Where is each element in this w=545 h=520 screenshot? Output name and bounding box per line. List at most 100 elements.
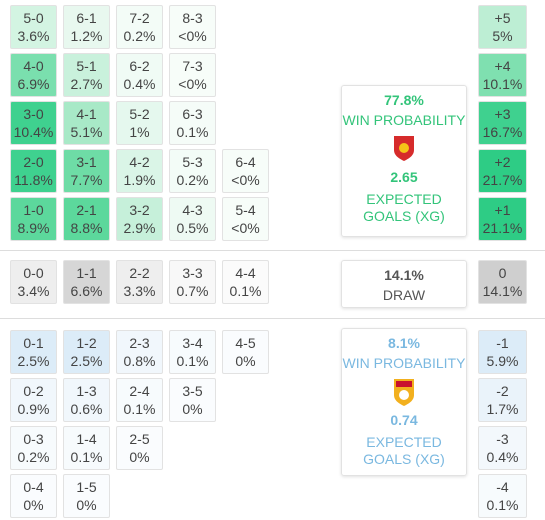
draw-label: DRAW — [382, 287, 426, 303]
score: 4-2 — [129, 154, 150, 170]
probability: 8.8% — [70, 220, 103, 236]
probability: <0% — [231, 220, 260, 236]
score: 3-2 — [129, 202, 150, 218]
score: 3-5 — [182, 383, 203, 399]
score: 2-3 — [129, 335, 150, 351]
score-cell: 2-2 3.3% — [116, 260, 163, 304]
probability: 0.2% — [17, 449, 50, 465]
score-cell: 5-3 0.2% — [169, 149, 216, 193]
score-cell: 5-4 <0% — [222, 197, 269, 241]
probability: 1.2% — [70, 28, 103, 44]
score: 5-2 — [129, 106, 150, 122]
probability: 0.1% — [176, 353, 209, 369]
margin-cell: 0 14.1% — [478, 260, 527, 304]
score: 2-2 — [129, 265, 150, 281]
probability: 3.4% — [17, 283, 50, 299]
score: 3-4 — [182, 335, 203, 351]
probability: 10.4% — [13, 124, 54, 140]
margin-cell: +2 21.7% — [478, 149, 527, 193]
probability: 3.3% — [123, 283, 156, 299]
probability: 0% — [182, 401, 203, 417]
score-cell: 3-5 0% — [169, 378, 216, 422]
probability: 0% — [76, 497, 97, 513]
probability: 1% — [129, 124, 150, 140]
probability: 0.1% — [486, 497, 519, 513]
probability: 0.2% — [123, 28, 156, 44]
probability: 5% — [492, 28, 513, 44]
score-cell: 6-3 0.1% — [169, 101, 216, 145]
probability: 0% — [235, 353, 256, 369]
xg: 0.74 — [390, 412, 418, 428]
score: 1-5 — [76, 479, 97, 495]
margin-cell: +4 10.1% — [478, 53, 527, 97]
score-cell: 1-4 0.1% — [63, 426, 110, 470]
score-cell: 1-1 6.6% — [63, 260, 110, 304]
win-label: WIN PROBABILITY — [342, 112, 466, 128]
score: 2-1 — [76, 202, 97, 218]
score: 2-5 — [129, 431, 150, 447]
score: 4-1 — [76, 106, 97, 122]
score: 6-3 — [182, 106, 203, 122]
score-cell: 4-4 0.1% — [222, 260, 269, 304]
probability: <0% — [231, 172, 260, 188]
score-cell: 3-2 2.9% — [116, 197, 163, 241]
score-cell: 4-1 5.1% — [63, 101, 110, 145]
score: 1-3 — [76, 383, 97, 399]
score: 8-3 — [182, 10, 203, 26]
probability: 5.1% — [70, 124, 103, 140]
score-cell: 2-1 8.8% — [63, 197, 110, 241]
score-cell: 0-3 0.2% — [10, 426, 57, 470]
score: +3 — [494, 106, 511, 122]
probability: 7.7% — [70, 172, 103, 188]
score: 3-3 — [182, 265, 203, 281]
draw-panel: 14.1% DRAW — [341, 260, 467, 308]
probability: 0.1% — [70, 449, 103, 465]
score: 5-4 — [235, 202, 256, 218]
score: 0-4 — [23, 479, 44, 495]
margin-cell: -3 0.4% — [478, 426, 527, 470]
probability: 0.2% — [176, 172, 209, 188]
probability: 0.1% — [123, 401, 156, 417]
score-cell: 5-0 3.6% — [10, 5, 57, 49]
margin-cell: +3 16.7% — [478, 101, 527, 145]
score: -1 — [496, 335, 509, 351]
win-prob: 8.1% — [388, 335, 420, 351]
probability: 16.7% — [482, 124, 523, 140]
score: 6-4 — [235, 154, 256, 170]
score-cell: 4-2 1.9% — [116, 149, 163, 193]
margin-cell: +5 5% — [478, 5, 527, 49]
margin-cell: -4 0.1% — [478, 474, 527, 518]
score: 1-2 — [76, 335, 97, 351]
win-label: WIN PROBABILITY — [342, 355, 466, 371]
score: 0-2 — [23, 383, 44, 399]
probability: 0% — [129, 449, 150, 465]
score: 2-0 — [23, 154, 44, 170]
score-cell: 2-4 0.1% — [116, 378, 163, 422]
score-cell: 1-5 0% — [63, 474, 110, 518]
score-cell: 4-5 0% — [222, 330, 269, 374]
probability: 2.9% — [123, 220, 156, 236]
score: 3-1 — [76, 154, 97, 170]
probability: 2.5% — [17, 353, 50, 369]
score: 7-3 — [182, 58, 203, 74]
score: 4-4 — [235, 265, 256, 281]
score-cell: 6-1 1.2% — [63, 5, 110, 49]
score: 3-0 — [23, 106, 44, 122]
score-cell: 5-2 1% — [116, 101, 163, 145]
probability: 6.6% — [70, 283, 103, 299]
score-cell: 1-3 0.6% — [63, 378, 110, 422]
score: +2 — [494, 154, 511, 170]
score-cell: 8-3 <0% — [169, 5, 216, 49]
score: +4 — [494, 58, 511, 74]
win-prob: 77.8% — [384, 92, 424, 108]
score-cell: 7-3 <0% — [169, 53, 216, 97]
probability: 0.9% — [17, 401, 50, 417]
probability: 1.7% — [486, 401, 519, 417]
probability: 0% — [23, 497, 44, 513]
probability: 5.9% — [486, 353, 519, 369]
probability: 10.1% — [482, 76, 523, 92]
probability: 0.7% — [176, 283, 209, 299]
score: 7-2 — [129, 10, 150, 26]
probability: 11.8% — [14, 172, 53, 188]
